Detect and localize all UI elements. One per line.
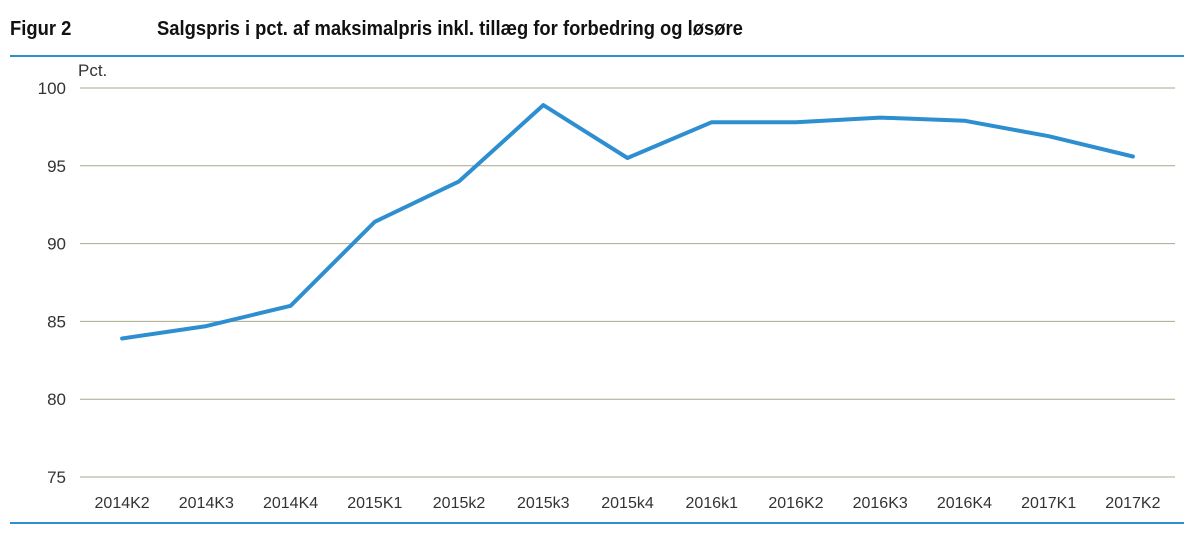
y-tick-label: 90 <box>47 235 66 254</box>
x-tick-label: 2016K2 <box>768 495 823 512</box>
x-tick-label: 2016K4 <box>937 495 992 512</box>
y-tick-label: 80 <box>47 390 66 409</box>
x-tick-label: 2015k4 <box>601 495 654 512</box>
y-tick-label: 75 <box>47 468 66 487</box>
x-tick-label: 2015k2 <box>433 495 486 512</box>
x-tick-label: 2014K3 <box>179 495 234 512</box>
x-tick-label: 2016k1 <box>685 495 738 512</box>
y-tick-label: 95 <box>47 157 66 176</box>
y-tick-label: 85 <box>47 312 66 331</box>
figure-title: Salgspris i pct. af maksimalpris inkl. t… <box>157 18 743 40</box>
series-line-0 <box>120 103 1135 341</box>
figure-header: Figur 2 Salgspris i pct. af maksimalpris… <box>0 18 1200 46</box>
series-layer <box>120 103 1135 341</box>
x-tick-label: 2016K3 <box>853 495 908 512</box>
x-tick-label: 2014K4 <box>263 495 318 512</box>
x-tick-label: 2015K1 <box>347 495 402 512</box>
gridlines <box>80 87 1175 478</box>
x-axis-ticks: 2014K2 2014K3 2014K4 2015K1 2015k2 2015k3 2015… <box>95 495 1161 512</box>
y-tick-label: 100 <box>38 79 66 98</box>
top-rule <box>10 55 1184 57</box>
x-tick-label: 2017K2 <box>1105 495 1160 512</box>
y-axis-unit-label: Pct. <box>78 61 107 80</box>
bottom-rule <box>10 522 1184 524</box>
x-tick-label: 2017K1 <box>1021 495 1076 512</box>
x-tick-label: 2014K2 <box>95 495 150 512</box>
x-tick-label: 2015k3 <box>517 495 570 512</box>
y-axis-ticks: 75 80 85 90 95 100 <box>38 79 66 487</box>
figure-label: Figur 2 <box>10 18 72 40</box>
